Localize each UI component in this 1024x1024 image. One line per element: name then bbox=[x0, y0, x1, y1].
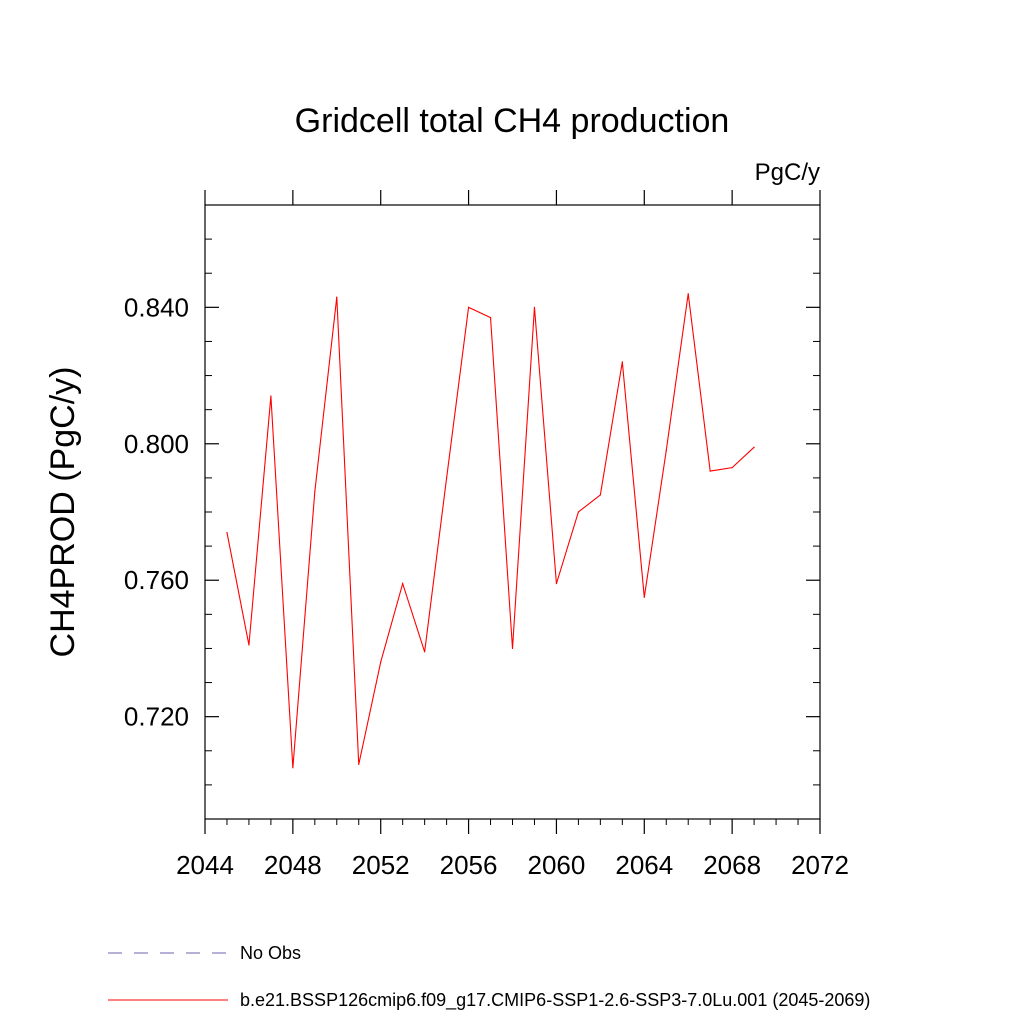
data-point bbox=[248, 644, 250, 646]
data-point bbox=[643, 596, 645, 598]
x-tick-label: 2060 bbox=[528, 850, 586, 880]
data-point bbox=[621, 361, 623, 363]
data-point bbox=[336, 296, 338, 298]
data-point bbox=[270, 395, 272, 397]
data-point bbox=[555, 583, 558, 585]
units-label: PgC/y bbox=[755, 159, 820, 186]
data-point bbox=[467, 306, 470, 308]
data-point bbox=[577, 511, 579, 513]
x-tick-labels: 2044 2048 2052 2056 2060 2064 2068 2072 bbox=[176, 850, 849, 880]
x-tick-label: 2048 bbox=[264, 850, 322, 880]
y-axis-label: CH4PROD (PgC/y) bbox=[44, 367, 82, 658]
data-point bbox=[753, 446, 755, 448]
data-point bbox=[533, 306, 536, 308]
data-point bbox=[687, 293, 689, 295]
data-point bbox=[511, 647, 514, 650]
x-tick-label: 2068 bbox=[703, 850, 761, 880]
data-point bbox=[446, 477, 448, 479]
data-point bbox=[731, 467, 733, 469]
y-tick-label: 0.800 bbox=[124, 429, 189, 459]
data-point bbox=[489, 316, 492, 319]
legend-label-series: b.e21.BSSP126cmip6.f09_g17.CMIP6-SSP1-2.… bbox=[240, 990, 870, 1011]
data-point bbox=[599, 494, 601, 496]
y-tick-label: 0.760 bbox=[124, 565, 189, 595]
chart-title: Gridcell total CH4 production bbox=[295, 102, 730, 140]
x-tick-label: 2064 bbox=[615, 850, 673, 880]
y-tick-label: 0.720 bbox=[124, 702, 189, 732]
legend: No Obs b.e21.BSSP126cmip6.f09_g17.CMIP6-… bbox=[108, 943, 870, 1011]
legend-label-no-obs: No Obs bbox=[240, 943, 301, 963]
series-line-0 bbox=[226, 293, 755, 768]
x-tick-label: 2052 bbox=[352, 850, 410, 880]
y-tick-labels: 0.720 0.760 0.800 0.840 bbox=[124, 292, 189, 731]
data-point bbox=[424, 651, 426, 653]
data-point bbox=[358, 763, 360, 766]
data-point bbox=[665, 450, 667, 452]
data-point bbox=[402, 583, 404, 585]
y-tick-label: 0.840 bbox=[124, 292, 189, 322]
data-point bbox=[292, 767, 294, 769]
data-point bbox=[709, 470, 711, 472]
x-tick-label: 2044 bbox=[176, 850, 234, 880]
axis-ticks bbox=[204, 190, 821, 834]
data-point bbox=[380, 661, 382, 663]
x-tick-label: 2056 bbox=[440, 850, 498, 880]
data-point bbox=[226, 531, 228, 534]
plot-frame bbox=[204, 204, 821, 820]
x-tick-label: 2072 bbox=[791, 850, 849, 880]
data-point bbox=[314, 490, 316, 493]
series-layer bbox=[226, 293, 755, 769]
